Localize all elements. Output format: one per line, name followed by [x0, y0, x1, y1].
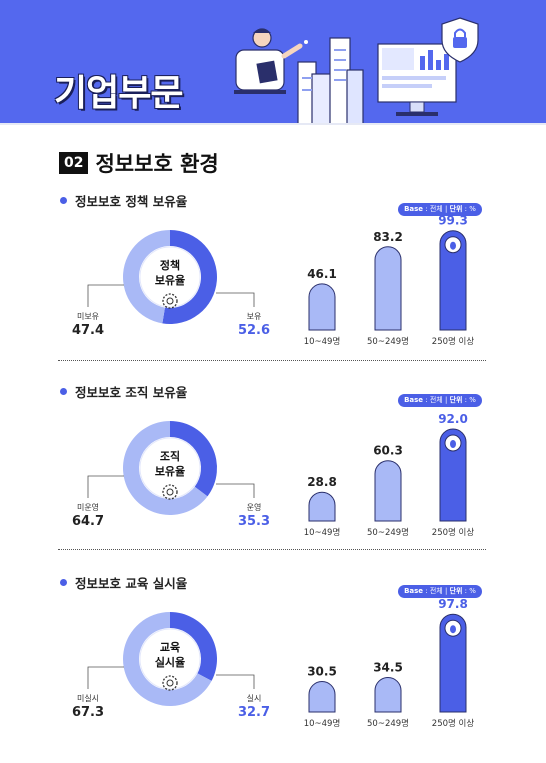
donut-label-name: 실시 — [247, 693, 262, 703]
bar — [374, 677, 402, 713]
donut-hole — [139, 437, 201, 499]
chart-title-row: 정보보호 조직 보유율 — [60, 382, 187, 401]
donut-segment-미보유 — [123, 230, 170, 324]
bar — [374, 460, 402, 522]
chart-title-row: 정보보호 정책 보유율 — [60, 191, 187, 210]
bar-category-label: 50~249명 — [367, 527, 409, 538]
bar-category-label: 250명 이상 — [432, 336, 475, 347]
donut-label-value: 52.6 — [238, 323, 270, 338]
donut-label-name: 운영 — [247, 502, 262, 512]
divider — [58, 549, 486, 550]
bar — [308, 681, 336, 713]
donut-segment-실시 — [170, 612, 217, 681]
donut-label-value: 67.3 — [72, 705, 104, 720]
donut-label-name: 미운영 — [77, 502, 99, 512]
bar — [308, 283, 336, 331]
lightbulb-gear-icon — [162, 484, 178, 500]
bar-value-label: 28.8 — [307, 475, 337, 489]
bar-category-label: 50~249명 — [367, 718, 409, 729]
bar-category-label: 250명 이상 — [432, 718, 475, 729]
donut-hole — [139, 246, 201, 308]
bar-value-label: 30.5 — [307, 665, 337, 679]
donut-center-label: 조직 — [160, 449, 180, 463]
donut-label-name: 보유 — [247, 312, 262, 321]
bar-category-label: 10~49명 — [304, 527, 341, 538]
donut-center-label: 보유율 — [155, 465, 185, 478]
base-unit-badge: Base : 전체 | 단위 : % — [398, 394, 482, 407]
banner-illustration — [0, 17, 546, 125]
bar-category-label: 250명 이상 — [432, 527, 475, 538]
bullet-icon — [60, 388, 67, 395]
lightbulb-gear-icon — [162, 675, 178, 691]
donut-center-label: 실시율 — [155, 655, 185, 669]
bar — [308, 491, 336, 522]
bar-value-label: 99.3 — [438, 214, 468, 228]
bullet-icon — [60, 579, 67, 586]
donut-segment-미운영 — [122, 421, 208, 515]
donut-center-label: 보유율 — [155, 274, 185, 287]
bar-value-label: 34.5 — [373, 661, 403, 675]
donut-label-value: 64.7 — [72, 514, 104, 529]
donut-center-label: 교육 — [160, 641, 180, 654]
bar-value-label: 46.1 — [307, 267, 337, 281]
bar-value-label: 92.0 — [438, 412, 468, 426]
bar — [439, 230, 467, 331]
bar — [439, 613, 467, 713]
bar-value-label: 83.2 — [373, 230, 403, 244]
donut-label-name: 미실시 — [77, 693, 99, 703]
donut-label-value: 47.4 — [72, 323, 104, 338]
chart-title-row: 정보보호 교육 실시율 — [60, 573, 187, 592]
bullet-icon — [60, 197, 67, 204]
bug-shield-icon — [444, 619, 462, 637]
bar-category-label: 50~249명 — [367, 336, 409, 347]
bar-value-label: 60.3 — [373, 444, 403, 458]
banner-title: 기업부문 — [54, 73, 183, 114]
base-unit-badge: Base : 전체 | 단위 : % — [398, 585, 482, 598]
donut-segment-운영 — [170, 421, 217, 497]
donut-segment-미실시 — [122, 612, 212, 706]
bar — [374, 246, 402, 331]
chart-title: 정보보호 교육 실시율 — [75, 576, 188, 591]
header-banner: 기업부문 — [0, 0, 546, 125]
section-number: 02 — [59, 152, 89, 174]
buildings-illustration — [297, 37, 364, 125]
bug-shield-icon — [444, 434, 462, 452]
chart-title: 정보보호 정책 보유율 — [75, 194, 188, 209]
section-heading: 02 정보보호 환경 — [59, 148, 219, 178]
donut-segment-보유 — [162, 230, 217, 324]
bug-shield-icon — [444, 236, 462, 254]
donut-label-value: 35.3 — [238, 514, 270, 529]
base-unit-badge: Base : 전체 | 단위 : % — [398, 203, 482, 216]
monitor-dashboard-illustration — [377, 43, 457, 116]
bar-category-label: 10~49명 — [304, 718, 341, 729]
bar-value-label: 97.8 — [438, 597, 468, 611]
lightbulb-gear-icon — [162, 293, 178, 309]
person-with-tablet-illustration — [234, 28, 308, 94]
shield-lock-icon — [441, 17, 479, 63]
bar — [439, 428, 467, 522]
bar-category-label: 10~49명 — [304, 336, 341, 347]
donut-label-value: 32.7 — [238, 705, 270, 720]
section-title: 정보보호 환경 — [95, 152, 219, 176]
donut-hole — [139, 628, 201, 690]
donut-label-name: 미보유 — [77, 312, 99, 321]
donut-center-label: 정책 — [160, 258, 180, 272]
chart-title: 정보보호 조직 보유율 — [75, 385, 188, 400]
divider — [58, 360, 486, 361]
